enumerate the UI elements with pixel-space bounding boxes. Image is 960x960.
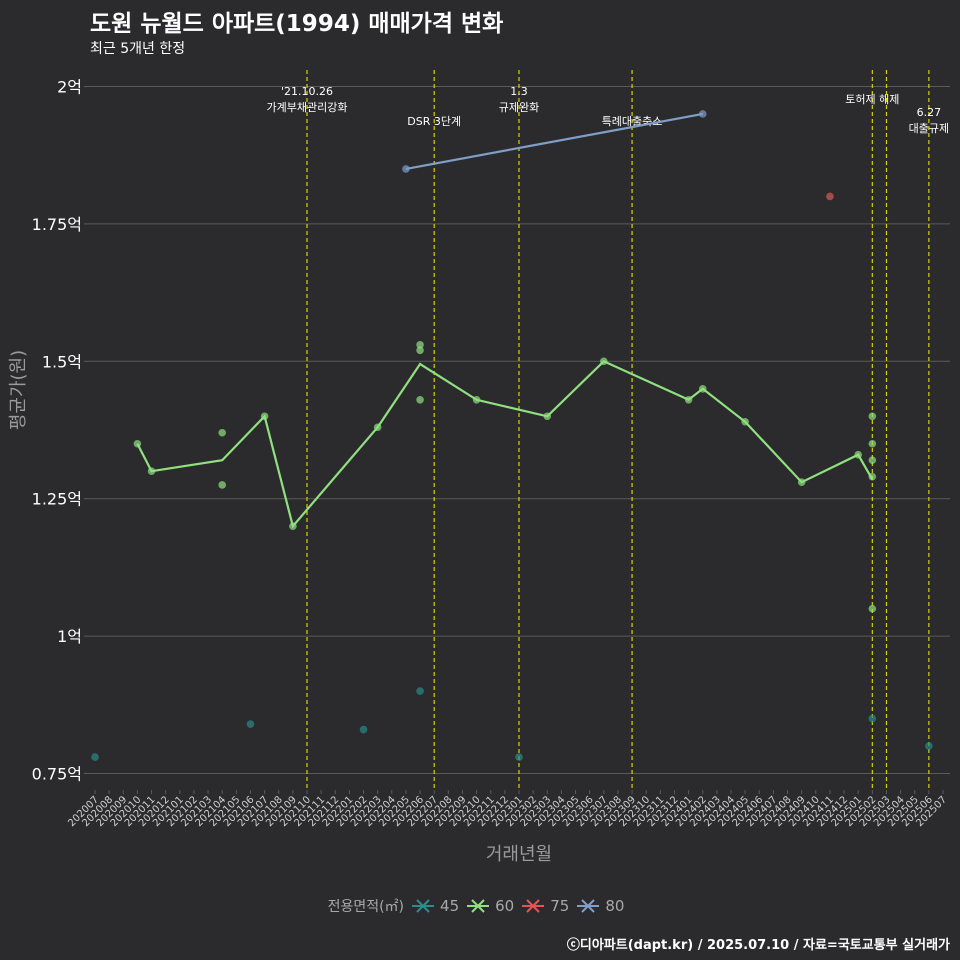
legend-item-45: 45 (412, 896, 459, 916)
chart-subtitle: 최근 5개년 한정 (90, 41, 186, 57)
legend-label-75: 75 (550, 897, 570, 915)
y-tick-label: 1.5억 (42, 352, 82, 371)
event-label: 토허제 해제 (845, 92, 899, 106)
data-point-60 (741, 417, 749, 426)
series-line-60 (136, 359, 874, 529)
legend-label-60: 60 (495, 897, 515, 915)
legend-title: 전용면적(㎡) (327, 899, 405, 915)
data-point-45 (359, 725, 368, 734)
data-point-45 (416, 687, 424, 695)
data-point-60 (133, 439, 142, 448)
legend-key-75-icon (522, 899, 545, 913)
data-point-60 (698, 384, 707, 393)
event-label: 규제완화 (499, 101, 539, 114)
legend-key-80-icon (577, 899, 600, 913)
y-tick-label: 2억 (57, 77, 82, 96)
data-point-60 (416, 395, 424, 404)
data-point-45 (868, 714, 877, 723)
y-tick-label: 0.75억 (32, 765, 82, 784)
data-point-60 (416, 341, 424, 349)
data-point-60 (416, 346, 424, 355)
x-axis-title: 거래년월 (486, 844, 552, 865)
data-point-80 (402, 165, 410, 173)
data-point-60 (868, 412, 877, 421)
data-point-60 (543, 412, 552, 421)
event-label: DSR 3단계 (407, 115, 461, 128)
data-point-60 (472, 395, 481, 404)
legend-label-45: 45 (440, 897, 460, 915)
legend: 전용면적(㎡) 45 60 75 80 (0, 896, 960, 916)
data-point-60 (797, 478, 806, 487)
data-point-60 (600, 357, 608, 366)
data-point-60 (868, 472, 877, 481)
chart-title: 도원 뉴월드 아파트(1994) 매매가격 변화 (90, 11, 504, 37)
data-point-60 (868, 456, 877, 465)
data-point-45 (515, 753, 523, 761)
event-label: '21.10.26 (281, 85, 333, 98)
source-caption: ⓒ디아파트(dapt.kr) / 2025.07.10 / 자료=국토교통부 실… (566, 938, 950, 953)
data-point-45 (246, 720, 255, 728)
data-point-75 (826, 192, 834, 201)
data-point-60 (260, 412, 269, 421)
series-line-80 (405, 112, 703, 171)
event-label: 6.27 (917, 106, 942, 119)
data-point-45 (925, 742, 933, 750)
y-tick-label: 1.75억 (32, 215, 82, 234)
legend-item-80: 80 (577, 896, 624, 916)
legend-key-45-icon (412, 899, 435, 913)
data-point-60 (868, 604, 877, 613)
legend-item-60: 60 (467, 896, 514, 916)
data-point-60 (218, 428, 226, 437)
legend-item-75: 75 (522, 896, 569, 916)
data-point-60 (289, 522, 297, 530)
data-point-60 (868, 439, 877, 448)
data-point-60 (684, 395, 693, 404)
legend-label-80: 80 (605, 897, 625, 915)
data-point-60 (218, 481, 226, 489)
data-point-60 (373, 423, 382, 432)
y-axis-title: 평균가(원) (8, 350, 29, 430)
y-tick-label: 1.25억 (32, 490, 82, 509)
data-point-80 (698, 110, 707, 118)
event-label: 가계부채관리강화 (267, 101, 348, 114)
legend-key-60-icon (467, 899, 490, 913)
event-label: 대출규제 (909, 122, 949, 135)
event-label: 1.3 (510, 85, 528, 98)
data-point-60 (854, 450, 862, 459)
data-point-45 (91, 753, 99, 761)
y-tick-label: 1억 (57, 627, 82, 646)
data-point-60 (147, 467, 156, 476)
